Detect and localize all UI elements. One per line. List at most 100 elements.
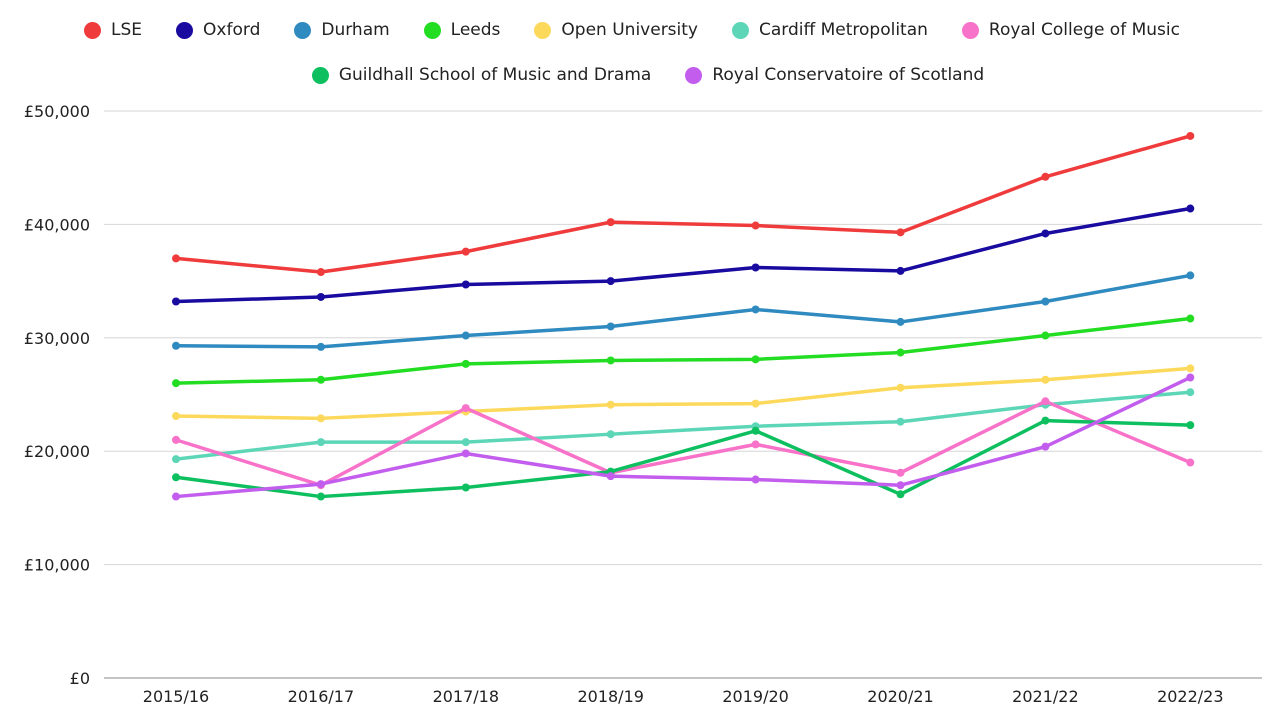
data-point xyxy=(896,317,905,326)
data-point xyxy=(172,379,180,388)
data-point xyxy=(461,483,470,492)
x-tick-label: 2019/20 xyxy=(722,687,788,706)
legend-item: Open University xyxy=(534,20,698,40)
data-point xyxy=(606,430,615,439)
data-point xyxy=(1186,271,1195,280)
data-point xyxy=(172,341,180,350)
legend-marker-icon xyxy=(685,66,703,84)
data-point xyxy=(896,417,905,426)
data-point xyxy=(1041,172,1050,181)
y-tick-label: £40,000 xyxy=(24,215,90,234)
y-tick-label: £0 xyxy=(70,669,90,688)
x-tick-label: 2017/18 xyxy=(433,687,499,706)
data-point xyxy=(751,221,760,230)
data-point xyxy=(751,426,760,435)
legend-item: Cardiff Metropolitan xyxy=(732,20,928,40)
legend-marker-icon xyxy=(534,21,552,39)
data-point xyxy=(751,355,760,364)
data-point xyxy=(316,342,325,351)
legend-marker-icon xyxy=(732,21,749,39)
data-point xyxy=(606,218,615,227)
data-point xyxy=(172,492,180,501)
series-line-durham xyxy=(175,273,1191,349)
data-point xyxy=(1186,364,1195,373)
x-tick-label: 2020/21 xyxy=(867,687,933,706)
data-point xyxy=(461,449,470,458)
data-point xyxy=(461,438,470,447)
data-point xyxy=(316,492,325,501)
data-point xyxy=(606,322,615,331)
data-point xyxy=(896,228,905,237)
data-point xyxy=(461,359,470,368)
data-point xyxy=(316,268,325,277)
series-line-guildhall-school-of-music-and-drama xyxy=(175,418,1191,499)
data-point xyxy=(461,404,470,413)
legend-item: Royal Conservatoire of Scotland xyxy=(685,65,984,85)
data-point xyxy=(1186,373,1195,382)
x-tick-label: 2021/22 xyxy=(1012,687,1078,706)
legend-label: Cardiff Metropolitan xyxy=(759,20,928,40)
series-line-oxford xyxy=(175,206,1191,304)
x-tick-label: 2016/17 xyxy=(288,687,354,706)
data-point xyxy=(1041,297,1050,306)
data-point xyxy=(1041,331,1050,340)
data-point xyxy=(316,438,325,447)
legend-label: Durham xyxy=(321,20,390,40)
legend-label: Royal College of Music xyxy=(988,20,1180,40)
y-tick-label: £20,000 xyxy=(24,442,90,461)
legend-item: Oxford xyxy=(176,20,260,40)
legend-item: Leeds xyxy=(423,20,501,40)
data-point xyxy=(172,412,180,421)
series-line-cardiff-metropolitan xyxy=(175,390,1191,461)
data-point xyxy=(896,266,905,275)
data-point xyxy=(751,305,760,314)
series-line-open-university xyxy=(175,366,1191,421)
legend-label: Royal Conservatoire of Scotland xyxy=(712,65,985,85)
data-point xyxy=(606,400,615,409)
legend-row-1: LSE Oxford Durham Leeds Open University Cardi… xyxy=(0,20,1272,40)
data-point xyxy=(172,254,180,263)
data-point xyxy=(316,375,325,384)
legend-marker-icon xyxy=(961,21,979,39)
series-line-lse xyxy=(175,134,1191,274)
series-line-royal-college-of-music xyxy=(175,399,1191,487)
y-tick-label: £30,000 xyxy=(24,329,90,348)
data-point xyxy=(461,331,470,340)
x-tick-label: 2018/19 xyxy=(577,687,643,706)
data-point xyxy=(316,292,325,301)
legend-marker-icon xyxy=(311,66,329,84)
data-point xyxy=(461,247,470,256)
legend-marker-icon xyxy=(84,21,102,39)
data-point xyxy=(751,440,760,449)
data-point xyxy=(896,490,905,499)
legend-row-2: Guildhall School of Music and Drama Royal… xyxy=(8,65,1280,85)
data-point xyxy=(461,280,470,289)
x-tick-label: 2015/16 xyxy=(143,687,209,706)
data-point xyxy=(1186,388,1195,397)
legend-label: Guildhall School of Music and Drama xyxy=(338,65,652,85)
data-point xyxy=(1041,397,1050,406)
data-point xyxy=(751,475,760,484)
legend-item: Guildhall School of Music and Drama xyxy=(311,65,652,85)
legend-item: LSE xyxy=(84,20,142,40)
series-line-royal-conservatoire-of-scotland xyxy=(175,375,1192,499)
data-point xyxy=(896,383,905,392)
data-point xyxy=(1186,421,1195,430)
data-point xyxy=(1186,131,1195,140)
data-point xyxy=(896,481,905,490)
legend-marker-icon xyxy=(294,21,312,39)
data-point xyxy=(751,399,760,408)
series-line-leeds xyxy=(175,316,1191,385)
y-tick-label: £50,000 xyxy=(24,102,90,121)
data-point xyxy=(606,277,615,286)
x-tick-label: 2022/23 xyxy=(1157,687,1223,706)
legend-label: Oxford xyxy=(203,20,261,40)
data-point xyxy=(1186,204,1195,213)
legend-marker-icon xyxy=(423,21,441,39)
y-tick-label: £10,000 xyxy=(24,556,90,575)
data-point xyxy=(172,297,180,306)
data-point xyxy=(896,468,905,477)
legend-marker-icon xyxy=(176,21,194,39)
legend-label: Leeds xyxy=(450,20,501,40)
